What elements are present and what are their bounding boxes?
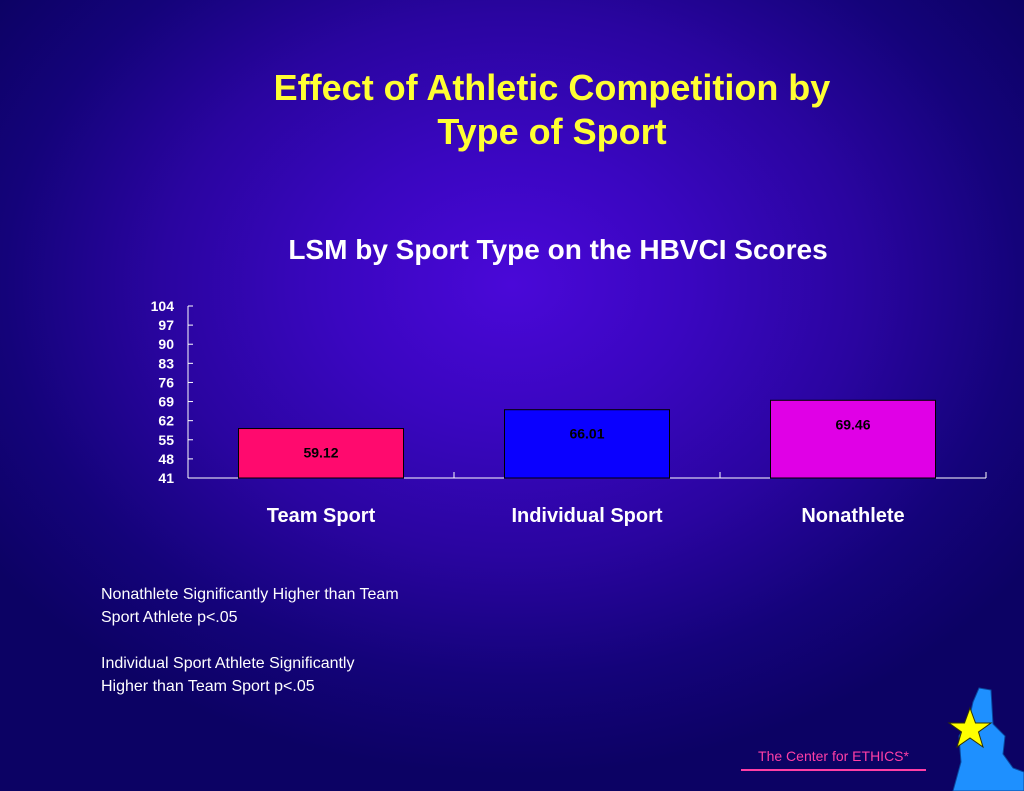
- slide-title: Effect of Athletic Competition by Type o…: [150, 66, 954, 154]
- footer-text: The Center for ETHICS*: [758, 748, 909, 764]
- chart-title: LSM by Sport Type on the HBVCI Scores: [288, 234, 828, 265]
- x-category-label: Individual Sport: [511, 505, 662, 527]
- x-category-label: Nonathlete: [801, 505, 904, 527]
- bar: [504, 409, 670, 479]
- significance-note-2: Individual Sport Athlete Significantly H…: [101, 652, 354, 698]
- y-tick-label: 83: [158, 355, 174, 371]
- note-2-line2: Higher than Team Sport p<.05: [101, 678, 315, 695]
- y-tick-label: 76: [158, 374, 174, 390]
- bar-value-label: 59.12: [303, 445, 338, 461]
- y-tick-label: 104: [151, 298, 175, 314]
- y-tick-label: 41: [158, 470, 174, 486]
- bar: [238, 428, 404, 479]
- y-tick-label: 48: [158, 451, 174, 467]
- star-shape: [947, 706, 993, 749]
- bar: [770, 399, 936, 479]
- note-1-line1: Nonathlete Significantly Higher than Tea…: [101, 586, 399, 603]
- star-map-icon: [947, 687, 1024, 791]
- y-tick-label: 62: [158, 413, 174, 429]
- y-tick-label: 55: [158, 432, 174, 448]
- y-tick-label: 69: [158, 394, 174, 410]
- bar-value-label: 66.01: [569, 426, 604, 442]
- note-2-line1: Individual Sport Athlete Significantly: [101, 655, 355, 672]
- footer-underline: [741, 769, 926, 771]
- slide-title-line2: Type of Sport: [437, 111, 667, 152]
- y-tick-label: 90: [158, 336, 174, 352]
- bar-chart: 41 48 55 62 69 76 83 90 97 104 59.12 Team Sport 66.0…: [151, 298, 987, 527]
- significance-note-1: Nonathlete Significantly Higher than Tea…: [101, 583, 399, 629]
- note-1-line2: Sport Athlete p<.05: [101, 609, 238, 626]
- bar-value-label: 69.46: [835, 416, 870, 432]
- y-tick-label: 97: [158, 317, 174, 333]
- slide-title-line1: Effect of Athletic Competition by: [273, 67, 831, 108]
- x-category-label: Team Sport: [267, 505, 376, 527]
